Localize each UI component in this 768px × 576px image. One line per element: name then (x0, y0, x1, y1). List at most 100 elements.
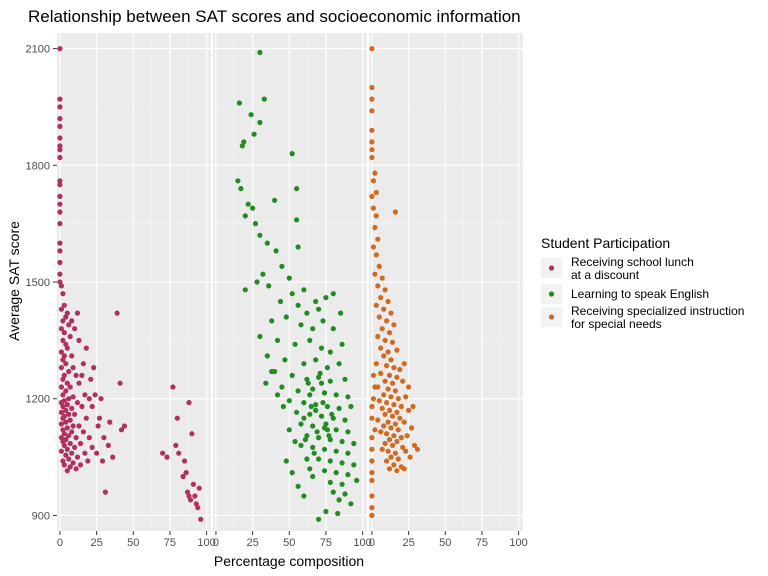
data-point (395, 396, 401, 402)
data-point (274, 337, 281, 343)
data-point (369, 108, 375, 114)
data-point (301, 287, 307, 293)
data-point (345, 429, 351, 435)
data-point (369, 446, 375, 452)
data-point (74, 400, 81, 406)
data-point (180, 473, 186, 480)
data-point (369, 193, 375, 199)
x-tick-label: 100 (353, 537, 371, 549)
data-point (189, 431, 195, 437)
data-point (57, 221, 63, 227)
data-point (61, 431, 67, 437)
data-point (98, 396, 104, 402)
data-point (254, 279, 260, 285)
data-point (76, 380, 82, 386)
data-point (289, 470, 295, 476)
data-point (160, 450, 166, 456)
data-point (324, 403, 330, 410)
data-point (67, 417, 73, 423)
data-point (60, 337, 66, 343)
data-point (64, 446, 70, 452)
data-point (107, 419, 113, 425)
data-point (410, 403, 416, 410)
data-point (304, 456, 310, 462)
data-point (295, 302, 301, 308)
data-point (117, 380, 123, 386)
data-point (264, 240, 270, 246)
y-tick-label: 1500 (26, 277, 50, 289)
data-point (164, 454, 170, 460)
data-point (283, 458, 289, 464)
data-point (330, 415, 336, 421)
data-point (60, 403, 66, 410)
x-tick-label: 50 (439, 537, 451, 549)
data-point (388, 454, 394, 460)
data-point (316, 374, 322, 380)
data-point (317, 370, 323, 376)
data-point (273, 248, 279, 254)
data-point (67, 440, 73, 447)
data-point (381, 423, 387, 429)
data-point (279, 263, 285, 269)
data-point (89, 444, 95, 450)
chart-title: Relationship between SAT scores and soci… (28, 7, 521, 26)
data-point (72, 326, 78, 332)
data-point (242, 287, 248, 293)
data-point (67, 384, 73, 390)
data-point (57, 182, 63, 188)
data-point (351, 440, 357, 447)
data-point (398, 435, 404, 441)
data-point (370, 396, 376, 402)
data-point (248, 112, 254, 118)
data-point (80, 361, 86, 367)
legend-label: Receiving school lunch (571, 255, 694, 269)
data-point (57, 279, 63, 285)
data-point (80, 429, 86, 435)
data-point (369, 458, 375, 464)
data-point (63, 314, 69, 320)
data-point (345, 472, 351, 478)
data-point (57, 154, 63, 161)
facet-panel (213, 33, 367, 531)
data-point (379, 326, 385, 332)
data-point (69, 429, 75, 435)
data-point (277, 298, 284, 305)
data-point (66, 456, 72, 462)
data-point (286, 275, 292, 281)
data-point (384, 431, 390, 437)
data-point (257, 232, 263, 238)
data-point (118, 427, 125, 433)
data-point (376, 398, 382, 404)
x-tick-label: 100 (197, 537, 215, 549)
data-point (63, 361, 69, 367)
data-point (378, 295, 384, 301)
data-point (192, 493, 198, 499)
data-point (63, 452, 69, 458)
data-point (316, 306, 322, 312)
legend-label: for special needs (571, 317, 662, 331)
data-point (173, 442, 179, 448)
data-point (385, 349, 391, 355)
y-tick-label: 900 (32, 510, 50, 522)
data-point (298, 322, 304, 328)
data-point (66, 433, 72, 439)
data-point (114, 310, 120, 316)
data-point (294, 186, 300, 192)
data-point (186, 493, 192, 499)
data-point (394, 374, 400, 380)
data-point (403, 394, 409, 400)
data-point (174, 415, 180, 421)
data-point (318, 345, 325, 351)
data-point (333, 392, 339, 398)
data-point (186, 400, 192, 406)
data-point (388, 357, 394, 363)
data-point (320, 400, 326, 406)
legend-title: Student Participation (541, 235, 670, 251)
data-point (58, 421, 64, 427)
data-point (170, 384, 176, 390)
data-point (307, 411, 313, 417)
legend-swatch (548, 265, 555, 271)
data-point (198, 516, 204, 522)
data-point (105, 442, 111, 448)
data-point (378, 370, 384, 376)
